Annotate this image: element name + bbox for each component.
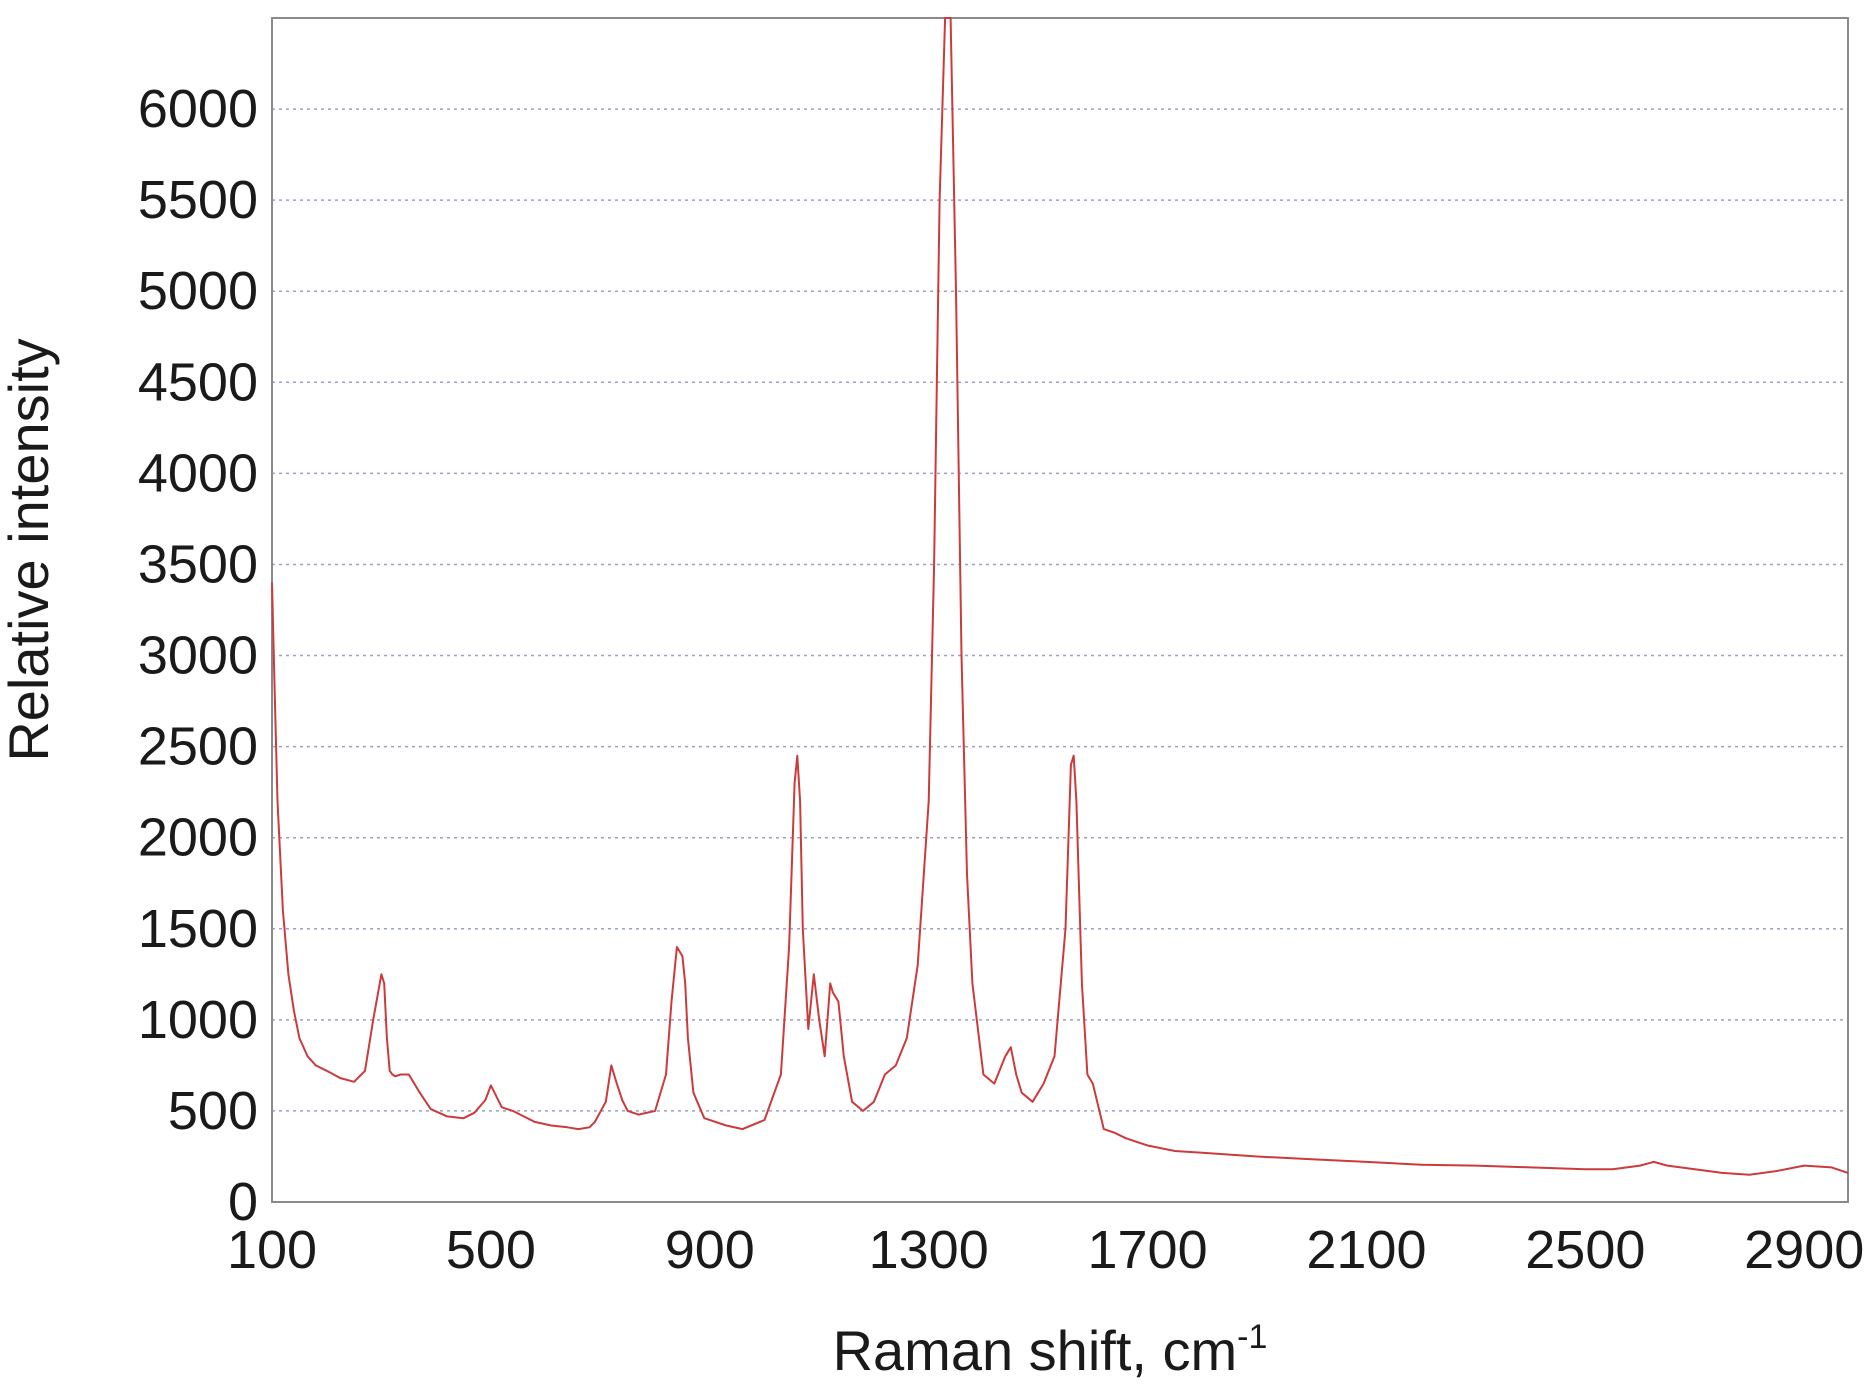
y-tick-label: 6000: [138, 79, 258, 139]
x-tick-label: 2900: [1744, 1220, 1864, 1280]
y-tick-label: 3000: [138, 626, 258, 686]
x-tick-label: 2100: [1306, 1220, 1426, 1280]
y-axis-label: Relative intensity: [0, 338, 60, 761]
y-tick-label: 1500: [138, 899, 258, 959]
y-tick-label: 2000: [138, 808, 258, 868]
spectrum-line: [271, 17, 1849, 1176]
x-axis-label-superscript: -1: [1237, 1318, 1267, 1356]
y-tick-label: 4000: [138, 443, 258, 503]
x-tick-label: 900: [665, 1220, 755, 1280]
y-tick-label: 5500: [138, 170, 258, 230]
y-tick-label: 500: [168, 1081, 258, 1141]
y-tick-label: 3500: [138, 534, 258, 594]
x-axis-label-text: Raman shift, cm: [833, 1319, 1238, 1382]
x-tick-label: 100: [227, 1220, 317, 1280]
y-tick-label: 2500: [138, 717, 258, 777]
y-tick-label: 5000: [138, 261, 258, 321]
y-tick-label: 4500: [138, 352, 258, 412]
y-tick-label: 1000: [138, 990, 258, 1050]
x-axis-tick-labels: 100 500 900 1300 1700 2100 2500 2900: [227, 1220, 1864, 1280]
x-axis-label: Raman shift, cm-1: [833, 1318, 1268, 1382]
x-tick-label: 500: [446, 1220, 536, 1280]
x-tick-label: 1700: [1087, 1220, 1207, 1280]
y-tick-label: 0: [228, 1172, 258, 1232]
x-tick-label: 1300: [869, 1220, 989, 1280]
y-axis-tick-labels: 0 500 1000 1500 2000 2500 3000 3500 4000 4500 5000…: [138, 79, 258, 1232]
x-tick-label: 2500: [1525, 1220, 1645, 1280]
